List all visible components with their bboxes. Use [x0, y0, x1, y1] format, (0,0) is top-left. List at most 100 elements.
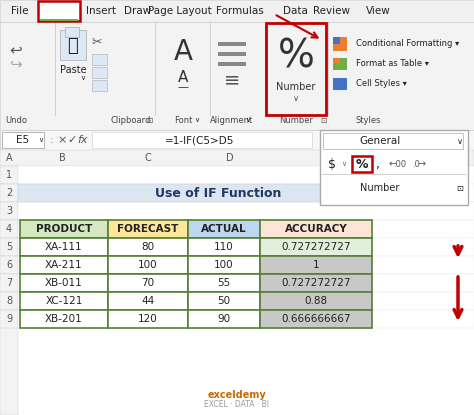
Text: ⊡: ⊡ [320, 115, 326, 124]
Text: Draw: Draw [124, 6, 152, 16]
Bar [108, 238, 188, 256]
Text: EXCEL · DATA · BI: EXCEL · DATA · BI [204, 400, 270, 408]
Bar [108, 274, 188, 292]
Bar [18, 184, 418, 202]
Text: ≡: ≡ [224, 71, 240, 90]
Text: 6: 6 [6, 260, 12, 270]
Text: →: → [418, 159, 426, 169]
Bar [92, 54, 107, 65]
Text: Conditional Formatting ▾: Conditional Formatting ▾ [356, 39, 459, 49]
Text: ↪: ↪ [9, 56, 22, 71]
Bar [92, 132, 312, 148]
Text: ←: ← [389, 159, 397, 169]
Bar [188, 256, 260, 274]
Text: 1: 1 [313, 260, 319, 270]
Bar [60, 30, 86, 60]
Bar [0, 166, 18, 184]
Bar [108, 310, 188, 328]
Text: XA-211: XA-211 [45, 260, 83, 270]
Text: ∨: ∨ [341, 161, 346, 167]
Text: 120: 120 [138, 314, 158, 324]
Text: D: D [226, 153, 234, 163]
Bar [20, 238, 108, 256]
Text: 0.88: 0.88 [304, 296, 328, 306]
Text: .00: .00 [393, 159, 407, 168]
Text: ∨: ∨ [194, 117, 200, 123]
Bar [188, 274, 260, 292]
Text: ✂: ✂ [92, 36, 102, 49]
Text: PRODUCT: PRODUCT [36, 224, 92, 234]
Bar [65, 27, 79, 37]
Text: 7: 7 [6, 278, 12, 288]
Text: 📋: 📋 [68, 37, 78, 55]
Bar [18, 184, 474, 202]
Bar [18, 310, 474, 328]
Bar [333, 58, 340, 64]
Text: XB-011: XB-011 [45, 278, 83, 288]
Bar [20, 292, 108, 310]
Bar [210, 22, 211, 116]
Text: 50: 50 [218, 296, 230, 306]
Text: ∨: ∨ [81, 75, 86, 81]
Text: 5: 5 [6, 242, 12, 252]
Text: Font: Font [174, 115, 192, 124]
Text: Review: Review [313, 6, 350, 16]
Text: Number: Number [360, 183, 400, 193]
Text: ⊡: ⊡ [456, 183, 464, 193]
Text: View: View [365, 6, 391, 16]
Text: Cell Styles ▾: Cell Styles ▾ [356, 80, 407, 88]
Text: ∨: ∨ [293, 93, 299, 103]
Bar [18, 274, 474, 292]
Bar [108, 292, 188, 310]
Text: C: C [145, 153, 151, 163]
Bar [20, 220, 108, 238]
Bar [20, 256, 108, 274]
Text: Number: Number [279, 115, 313, 124]
Bar [260, 274, 372, 292]
Bar [108, 256, 188, 274]
Bar [18, 292, 474, 310]
Bar [260, 238, 372, 256]
Text: :: : [50, 135, 54, 145]
Text: Insert: Insert [86, 6, 116, 16]
Text: A: A [178, 69, 188, 85]
Bar [323, 133, 463, 149]
Text: E5: E5 [17, 135, 29, 145]
Text: 2: 2 [6, 188, 12, 198]
Bar [38, 1, 80, 21]
Text: XA-111: XA-111 [45, 242, 83, 252]
Text: XB-201: XB-201 [45, 314, 83, 324]
Text: $: $ [328, 158, 336, 171]
Text: Number: Number [276, 82, 316, 92]
Text: 9: 9 [6, 314, 12, 324]
Bar [0, 150, 18, 415]
Text: 100: 100 [214, 260, 234, 270]
Bar [155, 22, 156, 116]
Text: %: % [356, 158, 368, 171]
Text: Use of IF Function: Use of IF Function [155, 186, 281, 200]
Text: Home: Home [41, 6, 75, 16]
Text: ACTUAL: ACTUAL [201, 224, 247, 234]
Text: 4: 4 [6, 224, 12, 234]
Bar [20, 274, 108, 292]
Text: 110: 110 [214, 242, 234, 252]
Text: ×: × [57, 135, 67, 145]
Text: 44: 44 [141, 296, 155, 306]
Bar [328, 22, 329, 116]
Text: ∨: ∨ [246, 117, 251, 123]
Text: Data: Data [283, 6, 308, 16]
Bar [218, 42, 246, 46]
Bar [260, 256, 372, 274]
Text: General: General [359, 136, 401, 146]
Bar [0, 274, 18, 292]
Bar [260, 292, 372, 310]
Text: exceldemy: exceldemy [208, 390, 266, 400]
Bar [0, 22, 474, 130]
Text: File: File [11, 6, 29, 16]
Bar [92, 67, 107, 78]
Bar [108, 220, 188, 238]
Bar [18, 166, 474, 184]
Bar [352, 156, 372, 172]
Text: =1-IF(C5>D5: =1-IF(C5>D5 [165, 135, 235, 145]
Text: 1: 1 [6, 170, 12, 180]
